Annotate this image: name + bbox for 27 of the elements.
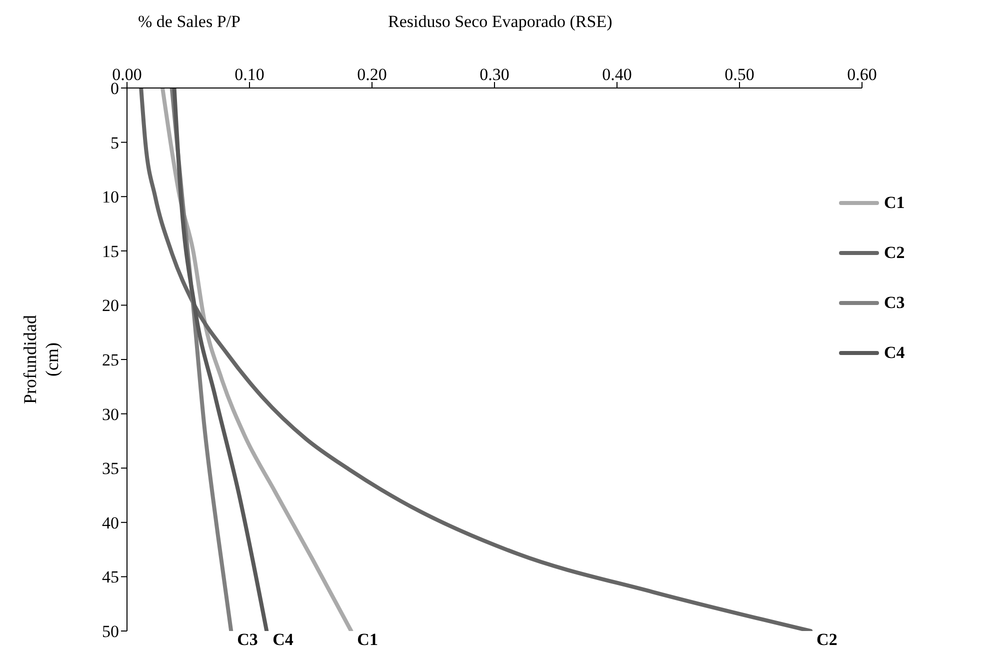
x-tick-label: 0.10 — [234, 65, 264, 84]
y-tick-label: 15 — [102, 242, 119, 261]
x-axis-title: % de Sales P/P — [138, 12, 240, 32]
annotation: C1 — [357, 630, 378, 649]
y-tick-label: 30 — [102, 404, 119, 424]
y-tick-label: 45 — [102, 568, 119, 587]
x-tick-label: 0.40 — [602, 65, 632, 84]
annotation: C2 — [816, 630, 838, 649]
y-tick-label: 20 — [102, 296, 119, 316]
x-tick-label: 0.60 — [847, 65, 877, 84]
y-tick-label: 25 — [102, 350, 119, 370]
y-tick-label: 40 — [102, 513, 119, 532]
annotation: C4 — [272, 630, 294, 649]
annotation: C3 — [237, 630, 258, 649]
x-tick-label: 0.50 — [724, 65, 754, 84]
y-tick-label: 35 — [102, 459, 119, 478]
y-axis-title: Profundidad (cm) — [20, 315, 62, 404]
x-tick-label: 0.20 — [357, 65, 387, 84]
y-tick-label: 50 — [102, 622, 119, 642]
x-tick-label: 0.30 — [480, 65, 510, 84]
legend-label: C1 — [884, 193, 905, 213]
legend-label: C2 — [884, 243, 905, 263]
legend-label: C3 — [884, 293, 905, 313]
y-tick-label: 5 — [110, 133, 119, 152]
y-tick-label: 10 — [102, 188, 119, 207]
legend-label: C4 — [884, 343, 905, 363]
text: Residuso Seco Evaporado (RSE) — [388, 12, 612, 32]
